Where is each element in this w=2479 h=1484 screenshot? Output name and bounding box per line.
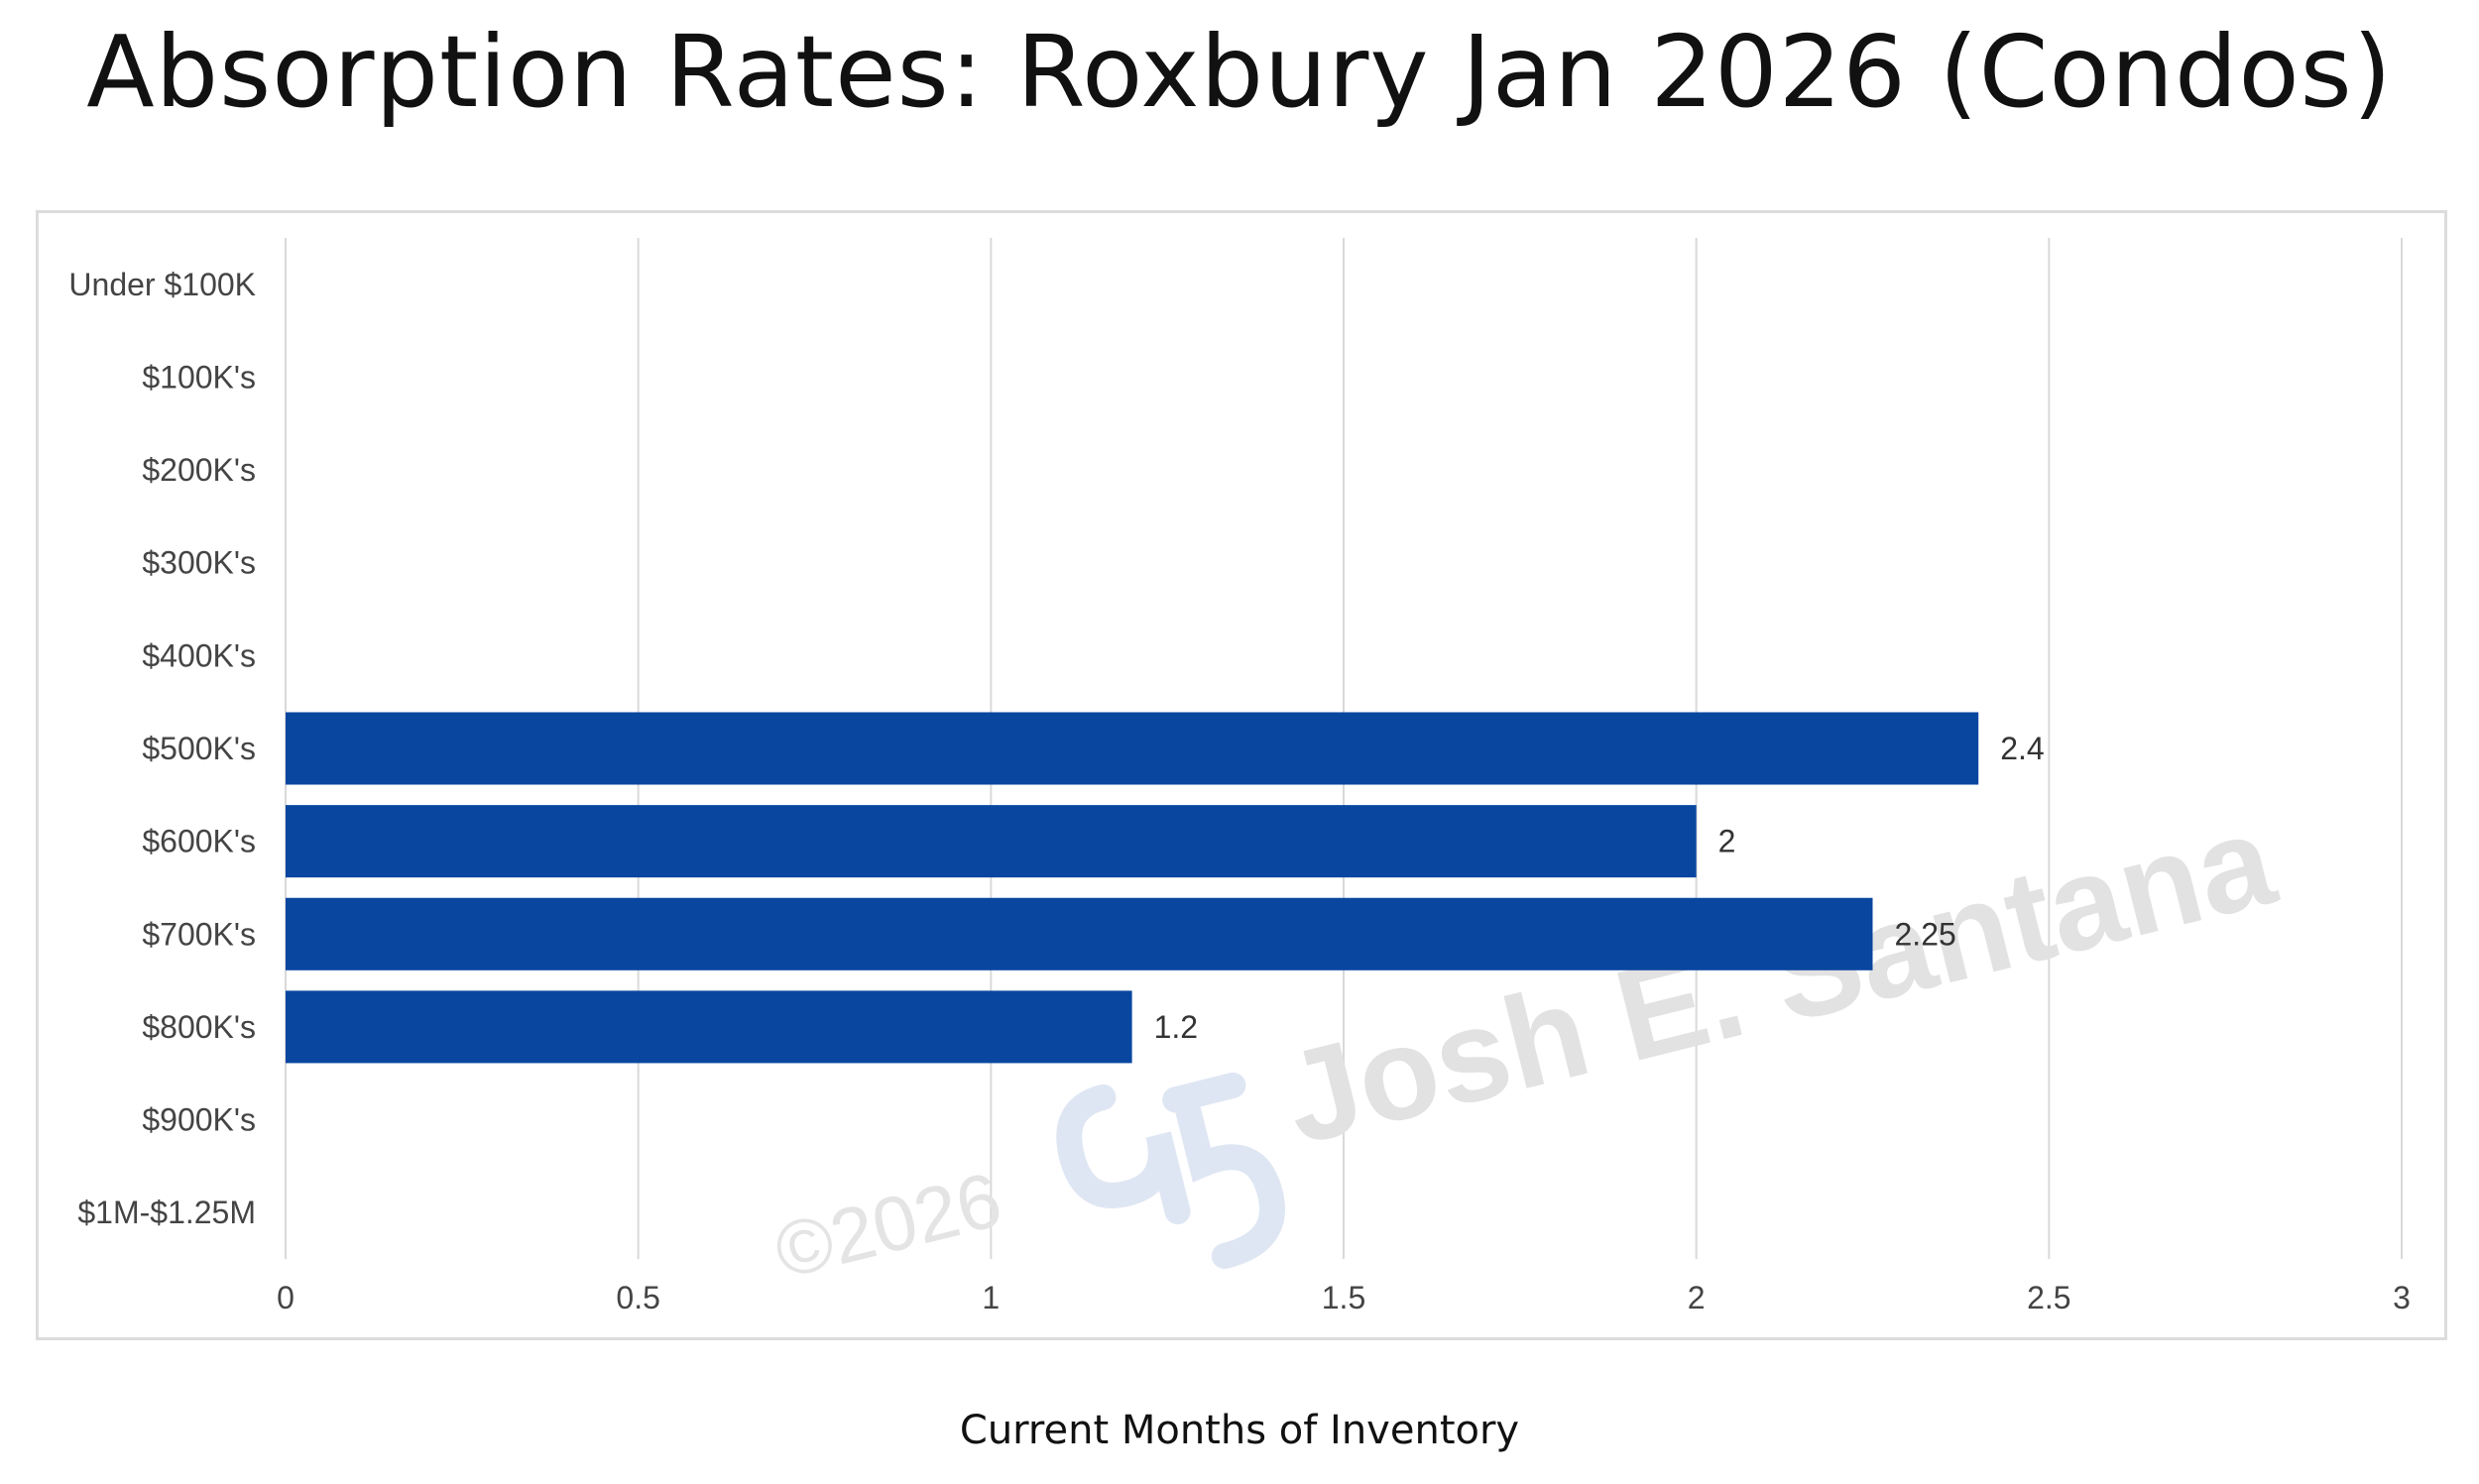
y-tick-label: $500K's <box>142 731 256 766</box>
x-axis-label: Current Months of Inventory <box>959 1408 1520 1453</box>
y-tick-label: Under $100K <box>68 267 256 302</box>
x-tick-label: 2 <box>1688 1280 1706 1315</box>
x-tick-label: 3 <box>2393 1280 2411 1315</box>
y-tick-label: $200K's <box>142 452 256 488</box>
y-tick-label: $900K's <box>142 1102 256 1138</box>
x-tick-label: 1.5 <box>1322 1280 1365 1315</box>
data-label: 2 <box>1718 824 1736 859</box>
bar <box>286 805 1697 878</box>
bars <box>286 712 1979 1064</box>
bar <box>286 897 1873 970</box>
x-axis-ticks: 0 0.5 1 1.5 2 2.5 3 <box>277 1280 2411 1315</box>
watermark-copyright: ©2026 <box>767 1155 1009 1295</box>
y-tick-label: $1M-$1.25M <box>77 1195 256 1230</box>
y-tick-label: $600K's <box>142 824 256 859</box>
y-tick-label: $100K's <box>142 359 256 395</box>
y-tick-label: $700K's <box>142 916 256 952</box>
data-labels: 2.4 2 2.25 1.2 <box>1154 731 2045 1045</box>
x-tick-label: 1 <box>982 1280 1000 1315</box>
chart-title: Absorption Rates: Roxbury Jan 2026 (Cond… <box>86 14 2393 130</box>
y-tick-label: $800K's <box>142 1009 256 1045</box>
data-label: 2.25 <box>1895 916 1956 952</box>
chart-frame <box>36 210 2447 1340</box>
y-tick-label: $300K's <box>142 545 256 581</box>
data-label: 2.4 <box>2000 731 2044 766</box>
data-label: 1.2 <box>1154 1009 1198 1045</box>
y-axis-ticks: Under $100K $100K's $200K's $300K's $400K's $… <box>68 267 256 1230</box>
watermark-logo-icon <box>1056 1072 1285 1270</box>
bar <box>286 712 1979 785</box>
y-tick-label: $400K's <box>142 637 256 673</box>
x-tick-label: 0 <box>277 1280 295 1315</box>
bar <box>286 990 1132 1064</box>
x-tick-label: 0.5 <box>616 1280 659 1315</box>
x-tick-label: 2.5 <box>2027 1280 2070 1315</box>
